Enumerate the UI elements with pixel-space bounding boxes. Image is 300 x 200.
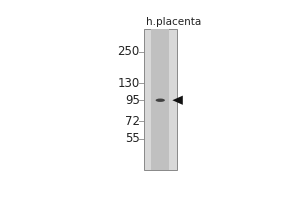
Ellipse shape xyxy=(156,99,165,102)
Polygon shape xyxy=(172,96,183,105)
Text: 55: 55 xyxy=(125,132,140,145)
Text: 130: 130 xyxy=(118,77,140,90)
Text: 95: 95 xyxy=(125,94,140,107)
Text: h.placenta: h.placenta xyxy=(146,17,202,27)
Text: 250: 250 xyxy=(118,45,140,58)
Text: 72: 72 xyxy=(125,115,140,128)
Bar xyxy=(152,29,169,170)
Bar xyxy=(145,29,177,170)
